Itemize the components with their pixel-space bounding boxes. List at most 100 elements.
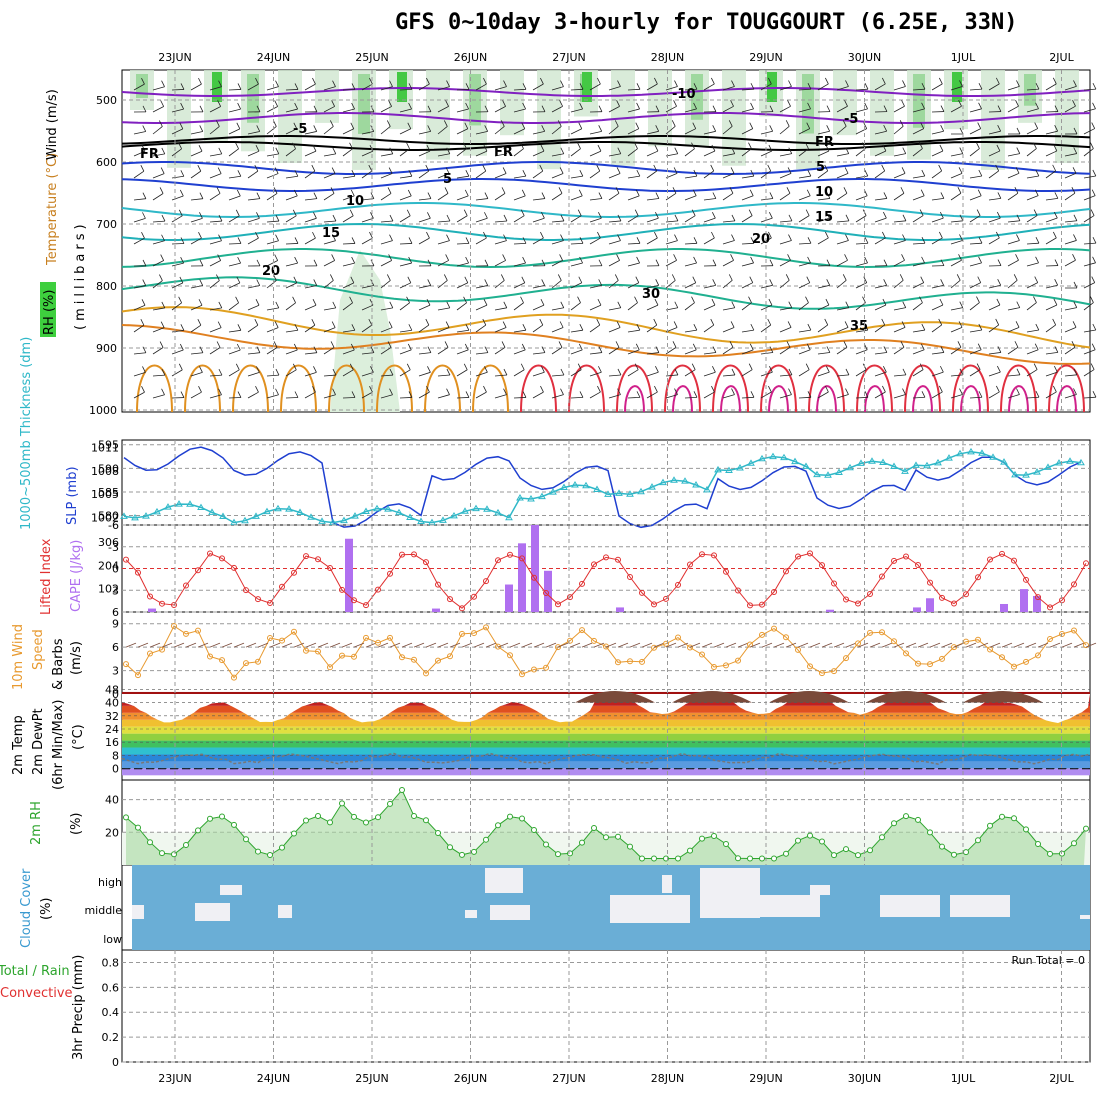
wind-barb [142,212,146,219]
wind-barb [446,147,451,154]
wind-barb [446,234,450,241]
rh-marker [759,855,765,862]
rh-marker [519,815,525,822]
wind-barb [589,237,601,245]
wind-barb [388,167,393,174]
li-marker [519,555,525,562]
contour-label: 5 [443,172,452,187]
wind-barb [317,642,329,648]
wind-speed-marker [435,657,441,664]
wind-barb [361,324,373,333]
wind-barb [285,89,299,91]
wind-barb [323,220,336,223]
wind-barb [521,343,526,351]
wind-barb [197,164,202,172]
wind-barb [730,100,734,107]
wind-barb [215,120,220,127]
wind-barb [797,642,809,648]
wind-barb [342,282,355,289]
precip-convective-label: Convective [0,986,73,1001]
wind-barb [741,396,755,399]
cape-bar [616,607,624,612]
wind-barb [728,120,733,127]
wind-barb [939,298,944,306]
wind-barb [190,285,203,289]
wind-barb [1090,296,1094,303]
wind-barb [304,217,317,223]
wind-barb [874,304,887,311]
wind-barb [475,285,488,289]
temp-tick: 48 [105,683,119,696]
wind-barb [741,329,754,333]
wind-barb [938,77,943,85]
wind-barb [788,214,793,222]
wind-tick: 6 [112,641,119,654]
wind-barb [228,128,241,135]
thickness-marker [1055,459,1063,466]
wind-speed-marker [147,650,153,657]
temperature-contour [280,364,317,413]
wind-barb [361,83,373,91]
rh-marker [879,834,885,841]
wind-barb [256,192,261,199]
wind-barb [209,642,221,648]
wind-barb [557,274,562,281]
wind-barb [551,153,564,157]
wind-barb [313,192,318,199]
wind-barb [711,231,715,239]
wind-barb [627,302,638,311]
wind-speed-marker [483,624,489,631]
wind-barb [940,346,945,353]
wind-barb [855,175,868,179]
wind-barb [152,126,163,135]
wind-barb [342,369,354,377]
wind-barb [137,642,149,648]
wind-barb [160,100,165,107]
wind-barb [1053,298,1058,306]
wind-barb [855,195,868,201]
wind-barb [407,276,412,283]
li-marker [975,574,981,581]
cape-tick: 204 [98,559,119,572]
wind-barb [665,642,677,648]
wind-barb [646,324,658,333]
wind-barb [551,280,562,289]
wind-barb [171,195,184,201]
wind-barb [1083,148,1094,157]
wind-barb [247,304,260,311]
wind-barb [361,391,373,399]
wind-barb [912,128,924,135]
wind-barb [919,296,923,303]
wind-barb [768,385,772,393]
wind-barb [342,329,355,333]
rh-marker [495,822,501,829]
wind-barb [190,391,202,399]
wind-speed-marker [819,670,825,677]
wind-barb [786,187,791,194]
wind-barb [817,324,828,333]
li-tick: -6 [108,519,119,532]
wind-barb [275,147,280,155]
wind-barb [1007,220,1020,223]
wind-barb [627,195,640,201]
wind10-speed-label: Speed [31,629,46,670]
wind-barb [785,274,790,281]
wind-barb [883,346,888,353]
rh-marker [459,851,465,858]
date-label-top: 2JUL [1049,51,1074,64]
wind-barb [437,327,450,333]
wind-barb [760,170,771,179]
wind-barb [257,642,269,648]
wind-barb [882,211,887,219]
wind-barb [331,254,336,261]
thickness-marker [131,513,139,521]
wind-barb [427,192,432,199]
wind-barb [501,187,506,194]
date-label-top: 29JUN [749,51,783,64]
wind-barb [722,105,734,113]
wind-barb [351,256,355,264]
wind-barb [845,642,857,648]
wind-barb [988,371,1001,377]
wind-barb [616,100,620,107]
thickness-line [123,451,1082,524]
